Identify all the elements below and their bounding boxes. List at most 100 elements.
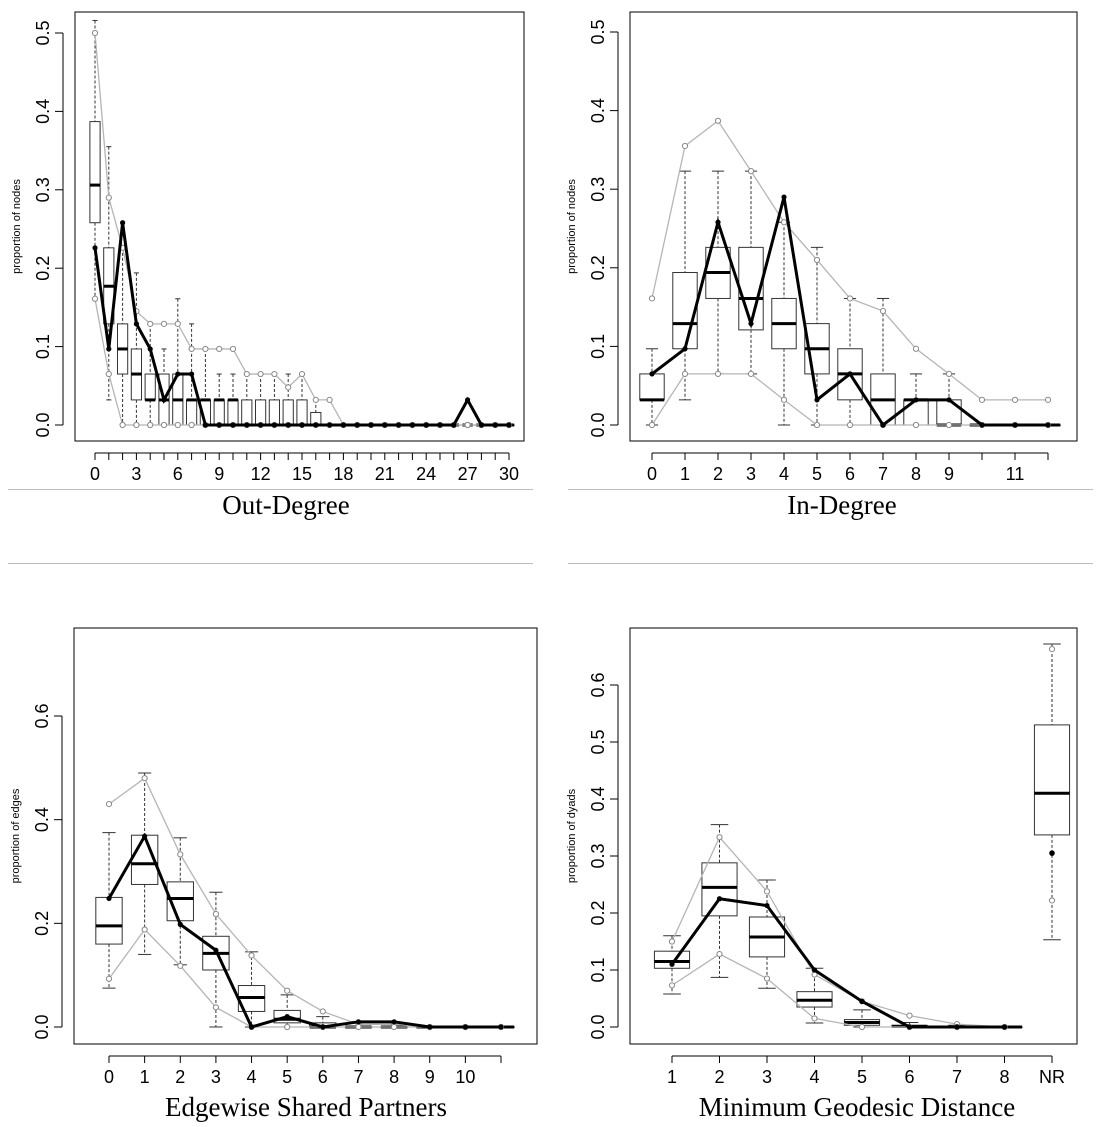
x-tick-label: 6 — [845, 464, 855, 484]
observed-point — [271, 422, 277, 428]
upper-band-line — [94, 32, 509, 426]
x-tick-label: 0 — [104, 1067, 114, 1087]
lower-band-point — [763, 975, 771, 982]
lower-band-point — [284, 1023, 291, 1031]
lower-band-point — [174, 421, 181, 429]
observed-point — [320, 1024, 326, 1030]
box — [936, 399, 962, 426]
x-tick-label: 6 — [904, 1067, 914, 1087]
upper-band-point — [212, 910, 220, 918]
observed-point — [954, 1024, 960, 1030]
y-tick-label: 0.2 — [32, 911, 52, 936]
upper-band-point — [780, 219, 788, 226]
upper-band-point — [147, 320, 154, 327]
upper-band-point — [284, 987, 291, 994]
observed-point — [880, 422, 886, 428]
observed-point — [391, 1019, 397, 1025]
x-tick-label: 5 — [282, 1067, 292, 1087]
observed-point — [147, 346, 153, 352]
box — [241, 399, 253, 426]
upper-band-point — [298, 370, 306, 378]
upper-band-point — [716, 834, 723, 841]
x-tick-label: 9 — [214, 464, 224, 484]
y-tick-label: 0.4 — [33, 99, 53, 124]
x-tick-label: 4 — [779, 464, 789, 484]
observed-point — [781, 194, 787, 200]
upper-band-point — [1044, 396, 1052, 403]
upper-band-point — [141, 775, 148, 782]
upper-band-line — [671, 836, 1005, 1028]
observed-point — [859, 998, 865, 1004]
y-tick-label: 0.3 — [33, 177, 53, 202]
x-tick-label: 6 — [318, 1067, 328, 1087]
y-tick-label: 0.4 — [588, 786, 608, 811]
observed-point — [913, 397, 919, 403]
band-nr-point — [1048, 645, 1056, 653]
y-tick-label: 0.1 — [588, 334, 608, 359]
x-tick-label: 3 — [211, 1067, 221, 1087]
observed-point — [175, 371, 181, 377]
caption-minimum-geodesic-distance: Minimum Geodesic Distance — [698, 1092, 1016, 1122]
x-tick-label: 7 — [353, 1067, 363, 1087]
observed-point — [213, 947, 219, 953]
lower-band-point — [141, 926, 148, 933]
top-row-separator-right — [568, 489, 1093, 490]
box — [903, 399, 929, 426]
observed-point — [478, 422, 484, 428]
box — [672, 272, 698, 350]
x-tick-label: 0 — [647, 464, 657, 484]
box — [1033, 724, 1071, 836]
box — [213, 399, 225, 426]
upper-band-point — [174, 320, 181, 327]
x-tick-label: 2 — [713, 464, 723, 484]
y-tick-label: 0.3 — [588, 843, 608, 868]
caption-out-degree: Out-Degree — [222, 490, 350, 520]
observed-point — [492, 422, 498, 428]
lower-band-point — [945, 421, 953, 429]
x-tick-label: 4 — [809, 1067, 819, 1087]
lower-band-point — [105, 975, 113, 982]
upper-band-point — [285, 384, 292, 391]
x-tick-label: 24 — [416, 464, 436, 484]
observed-point — [244, 422, 250, 428]
lower-band-point — [160, 421, 168, 429]
lower-band-point — [133, 421, 140, 429]
observed-point — [946, 397, 952, 403]
observed-nr-point — [1049, 850, 1055, 856]
observed-point — [437, 422, 443, 428]
upper-band-point — [229, 345, 237, 353]
observed-point — [764, 902, 770, 909]
observed-point — [423, 422, 429, 428]
observed-point — [299, 422, 305, 428]
x-tick-label: 15 — [292, 464, 312, 484]
y-tick-label: 0.4 — [32, 807, 52, 832]
panel-1: 0.0 0.1 0.2 0.3 0.4 0.5 proportion of nodes 0 1 2… — [566, 11, 1078, 484]
box — [282, 399, 294, 426]
box — [296, 399, 308, 426]
lower-band-point — [714, 370, 722, 378]
upper-band-point — [879, 307, 887, 315]
x-tick-label: 12 — [251, 464, 271, 484]
top-row-separator-left — [8, 489, 533, 490]
x-tick-label: 8 — [911, 464, 921, 484]
y-tick-label: 0.5 — [33, 20, 53, 45]
upper-band-point — [257, 370, 264, 378]
observed-point — [462, 1024, 468, 1030]
plot-frame — [74, 11, 525, 442]
lower-band-point — [188, 421, 195, 429]
upper-band-point — [846, 295, 854, 302]
lower-band-point — [648, 421, 656, 429]
upper-band-point — [681, 142, 689, 150]
upper-band-point — [326, 396, 333, 404]
upper-band-point — [105, 194, 112, 201]
observed-point — [106, 346, 112, 352]
x-tick-label: 27 — [458, 464, 478, 484]
y-tick-label: 0.0 — [588, 412, 608, 437]
lower-band-point — [464, 421, 471, 429]
x-tick-label: 5 — [812, 464, 822, 484]
lower-band-line — [108, 928, 501, 1028]
lower-band-point — [177, 962, 184, 969]
observed-point — [382, 422, 388, 428]
y-tick-label: 0.2 — [588, 255, 608, 280]
upper-band-point — [1011, 396, 1019, 403]
